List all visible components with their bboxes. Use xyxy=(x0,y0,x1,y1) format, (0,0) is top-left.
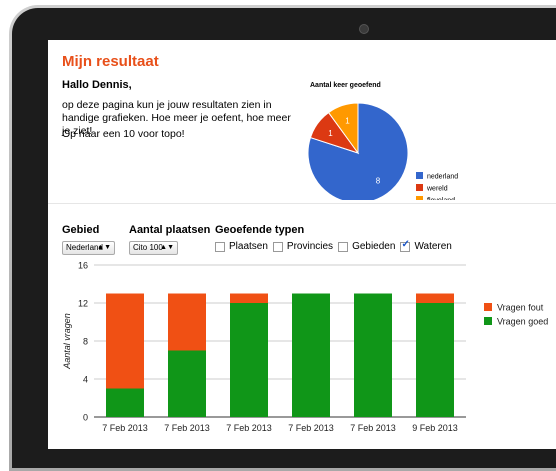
pie-value-label: 1 xyxy=(328,129,333,138)
bar-vragen-goed xyxy=(230,303,268,417)
type-filters: Plaatsen Provincies Gebieden Wateren xyxy=(215,239,457,252)
bar-vragen-goed xyxy=(168,350,206,417)
checkbox[interactable] xyxy=(272,241,283,252)
pie-title: Aantal keer geoefend xyxy=(310,82,381,89)
pie-legend-label-nederland: nederland xyxy=(427,174,458,181)
typen-label: Geoefende typen xyxy=(215,224,305,236)
pie-legend-swatch xyxy=(416,196,423,203)
pie-slice-flevoland xyxy=(327,102,359,155)
pie-chart: Aantal keer geoefend 8 1 1 nederland wereld fl… xyxy=(298,76,488,205)
gebied-select[interactable]: Nederland ▲▼ xyxy=(62,241,115,255)
plaatsen-select[interactable]: Cito 100 ▲▼ xyxy=(129,241,178,255)
bar-legend-swatch xyxy=(484,317,492,325)
page-title: Mijn resultaat xyxy=(62,53,159,70)
select-arrow-icon: ▲▼ xyxy=(160,244,174,251)
select-arrow-icon: ▲▼ xyxy=(97,244,111,251)
bar-chart-svg: 0 4 8 12 16 Aantal vragen 7 Feb 2013 7 Feb 2013… xyxy=(62,261,548,434)
greeting: Hallo Dennis, xyxy=(62,79,132,91)
x-tick-label: 9 Feb 2013 xyxy=(412,423,458,433)
bar-vragen-fout xyxy=(230,293,268,303)
checkbox[interactable] xyxy=(215,241,225,252)
x-tick-label: 7 Feb 2013 xyxy=(350,423,396,433)
x-tick-label: 7 Feb 2013 xyxy=(102,423,148,433)
bar-vragen-goed xyxy=(292,293,330,417)
type-gebieden[interactable]: Gebieden xyxy=(338,241,395,252)
y-tick-label: 4 xyxy=(83,375,88,385)
x-tick-label: 7 Feb 2013 xyxy=(288,423,334,433)
type-wateren[interactable]: Wateren xyxy=(400,239,452,252)
y-axis-label: Aantal vragen xyxy=(62,313,72,370)
pie-legend-label-wereld: wereld xyxy=(426,186,448,193)
y-tick-label: 12 xyxy=(78,299,88,309)
pie-value-label: 1 xyxy=(345,117,350,126)
type-plaatsen[interactable]: Plaatsen xyxy=(215,241,268,252)
y-tick-label: 8 xyxy=(83,337,88,347)
bar-chart: 0 4 8 12 16 Aantal vragen 7 Feb 2013 7 Feb 2013… xyxy=(48,254,556,449)
bar-vragen-fout xyxy=(168,293,206,351)
screen: Mijn resultaat Hallo Dennis, op deze pag… xyxy=(48,40,556,449)
x-tick-label: 7 Feb 2013 xyxy=(226,423,272,433)
plaatsen-select-value: Cito 100 xyxy=(133,243,163,252)
bar-vragen-goed xyxy=(106,388,144,417)
bar-legend-label: Vragen fout xyxy=(497,303,544,313)
divider xyxy=(48,203,556,204)
bar-vragen-goed xyxy=(416,303,454,417)
pie-legend-swatch xyxy=(416,184,423,191)
intro-text: op deze pagina kun je jouw resultaten zi… xyxy=(62,99,291,137)
pie-legend-label-flevoland: flevoland xyxy=(427,198,455,201)
checkbox-checked[interactable] xyxy=(400,239,411,252)
gebied-label: Gebied xyxy=(62,224,100,236)
bar-vragen-fout xyxy=(416,293,454,303)
pie-value-label: 8 xyxy=(376,177,381,186)
y-tick-label: 0 xyxy=(83,413,88,423)
pie-legend-swatch xyxy=(416,172,423,179)
bar-vragen-fout xyxy=(106,293,144,389)
plaatsen-label: Aantal plaatsen xyxy=(129,224,211,236)
checkbox[interactable] xyxy=(338,241,349,252)
gebied-select-value: Nederland xyxy=(66,243,103,252)
x-tick-label: 7 Feb 2013 xyxy=(164,423,210,433)
camera-icon xyxy=(359,24,369,34)
goal-text: Op naar een 10 voor topo! xyxy=(62,128,185,140)
bar-legend-label: Vragen goed xyxy=(497,317,548,327)
type-provincies[interactable]: Provincies xyxy=(272,241,333,252)
bar-legend-swatch xyxy=(484,303,492,311)
y-tick-label: 16 xyxy=(78,261,88,271)
pie-chart-svg: Aantal keer geoefend 8 1 1 nederland wereld fl… xyxy=(307,82,458,205)
bar-vragen-goed xyxy=(354,293,392,417)
